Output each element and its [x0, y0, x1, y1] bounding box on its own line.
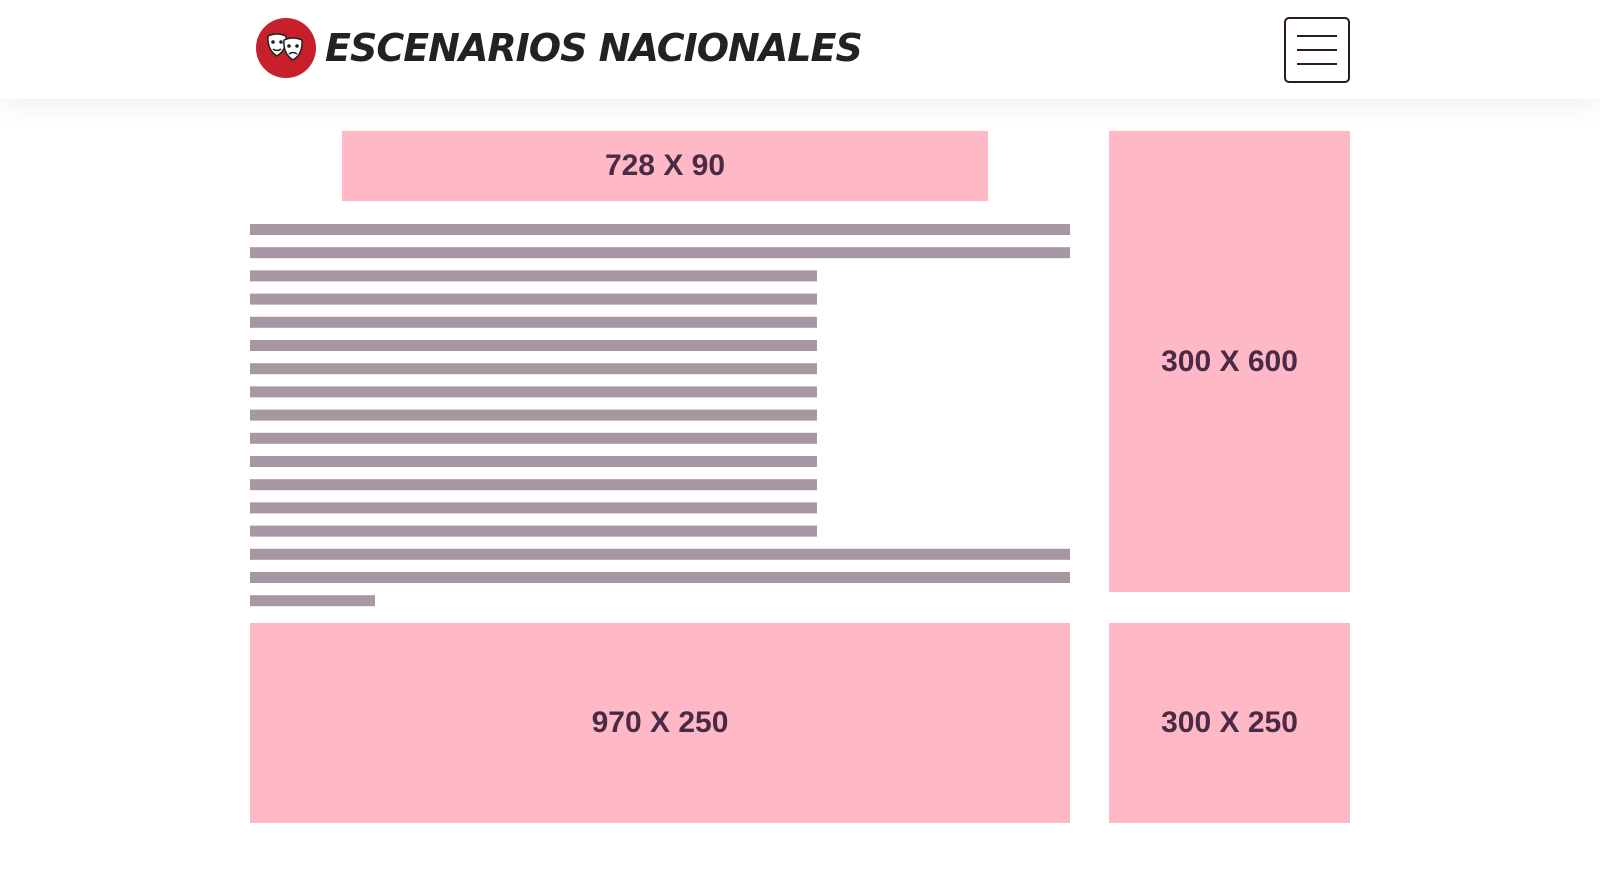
text-line	[250, 340, 817, 351]
menu-bar	[1297, 35, 1337, 37]
text-line	[250, 363, 817, 375]
text-line	[250, 572, 1070, 583]
ad-slot: 300 X 600	[1109, 131, 1350, 592]
text-line	[250, 409, 817, 421]
text-line	[250, 316, 817, 328]
ad-label: 970 X 250	[591, 706, 729, 739]
text-line	[250, 548, 1070, 560]
text-line	[250, 502, 817, 514]
text-line	[250, 247, 1070, 259]
menu-button[interactable]	[1284, 17, 1350, 83]
text-line	[250, 386, 817, 398]
ad-label: 300 X 600	[1161, 344, 1298, 378]
text-line	[250, 224, 1070, 235]
ad-slot: 728 X 90	[342, 131, 988, 201]
ad-label: 728 X 90	[604, 149, 726, 182]
text-line	[250, 456, 817, 467]
ad-label: 300 X 250	[1161, 706, 1298, 739]
logo[interactable]	[256, 18, 316, 78]
text-line	[250, 479, 817, 491]
ad-slot: 970 X 250	[250, 623, 1070, 823]
text-line	[250, 270, 817, 282]
header: ESCENARIOS NACIONALES	[0, 0, 1600, 99]
text-line	[250, 293, 817, 305]
text-line	[250, 525, 817, 537]
ad-slot: 300 X 250	[1109, 623, 1350, 823]
menu-bar	[1297, 63, 1337, 65]
text-line	[250, 595, 375, 607]
text-placeholder	[250, 224, 1070, 607]
text-line	[250, 432, 817, 444]
brand-name[interactable]: ESCENARIOS NACIONALES	[325, 26, 863, 70]
menu-bar	[1297, 49, 1337, 51]
